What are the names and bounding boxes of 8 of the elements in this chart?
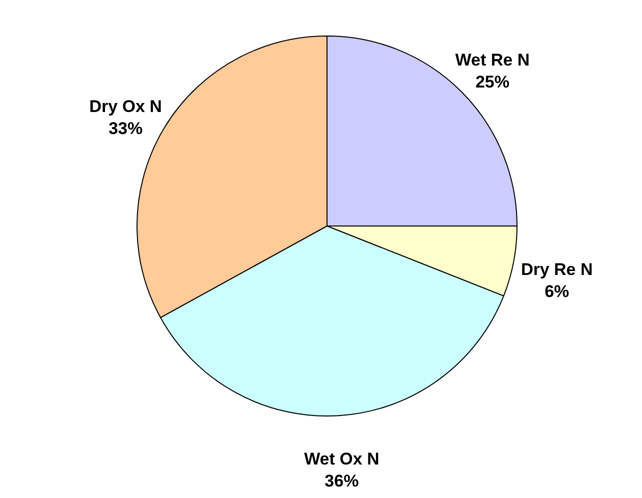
data-label: 25% bbox=[475, 72, 510, 92]
slice-label: Wet Re N bbox=[455, 50, 530, 70]
data-label: 33% bbox=[108, 118, 143, 138]
slice-label: Dry Ox N bbox=[89, 96, 162, 116]
data-label: 36% bbox=[324, 472, 359, 491]
slice-label: Dry Re N bbox=[520, 260, 593, 279]
slice-label: Wet Ox N bbox=[304, 450, 380, 469]
data-label: 6% bbox=[544, 282, 570, 301]
